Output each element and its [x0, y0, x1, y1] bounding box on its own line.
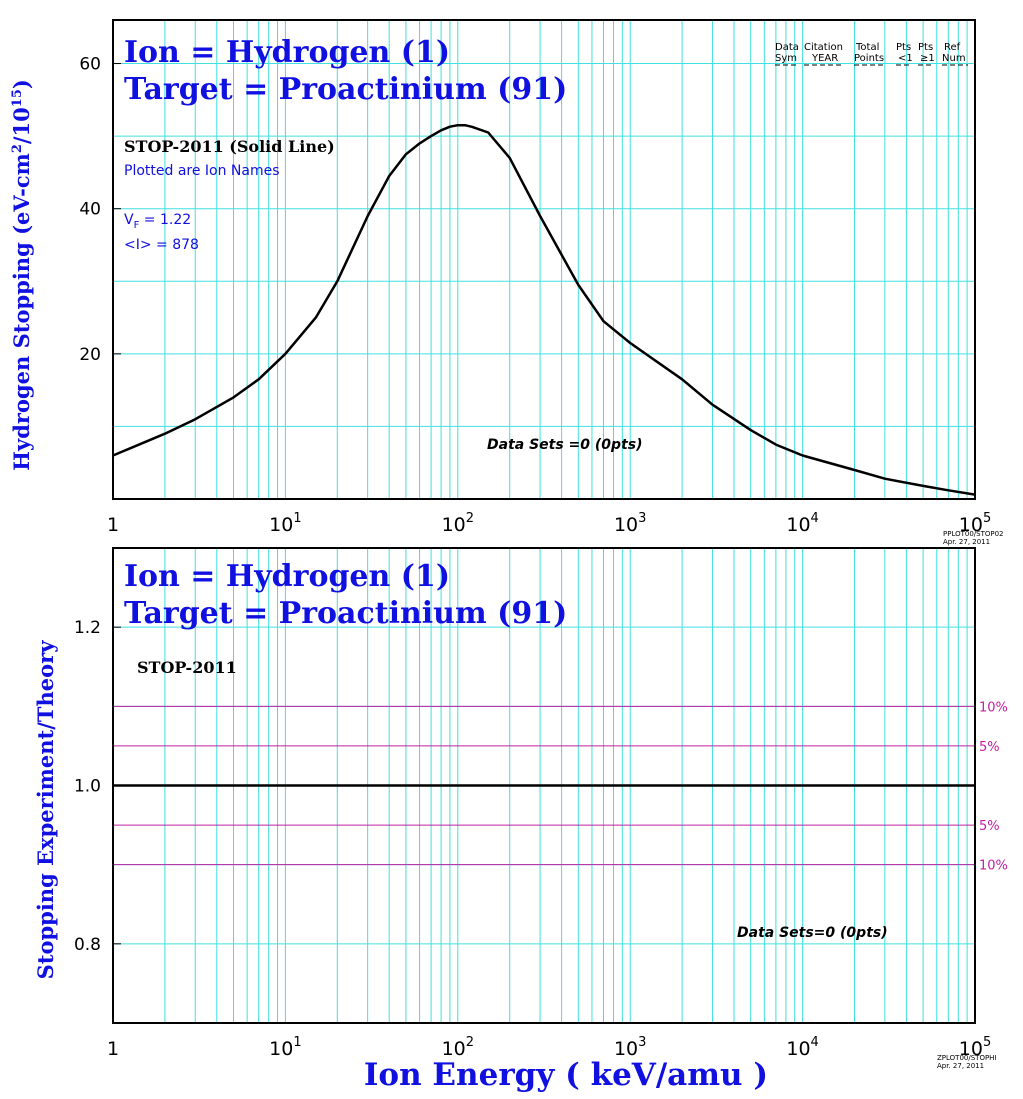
- legend-col-pts1-1: Pts: [896, 42, 911, 53]
- top-y-ticks: 20 40 60: [79, 55, 121, 365]
- x-tick-label: 104: [786, 1035, 818, 1060]
- bottom-x-ticks: 1 101 102 103 104 105: [107, 1035, 991, 1060]
- legend-col-ref-1: Ref: [944, 42, 961, 53]
- legend-col-pts2-1: Pts: [918, 42, 933, 53]
- x-tick-label: 101: [269, 1035, 301, 1060]
- legend-col-data-1: Data: [775, 42, 799, 53]
- top-x-ticks: 1 101 102 103 104 105: [107, 511, 991, 536]
- x-tick-label: 101: [269, 511, 301, 536]
- x-tick-label: 103: [614, 1035, 646, 1060]
- top-curve-label: STOP-2011 (Solid Line): [124, 137, 335, 156]
- top-datasets-text: Data Sets =0 (0pts): [487, 437, 643, 453]
- legend-col-total-2: Points: [854, 53, 884, 64]
- top-curve-group: [112, 123, 976, 496]
- bottom-title-line-1: Ion = Hydrogen (1): [124, 559, 450, 594]
- reference-label: 5%: [979, 740, 1000, 755]
- y-tick-label: 1.2: [74, 618, 101, 638]
- y-tick-label: 60: [79, 55, 101, 75]
- x-tick-label: 105: [959, 1035, 991, 1060]
- top-plot-frame: [112, 19, 976, 500]
- top-stamp-line-2: Apr. 27, 2011: [943, 538, 990, 546]
- x-tick-label: 102: [442, 1035, 474, 1060]
- x-tick-label: 102: [442, 511, 474, 536]
- bottom-curve-label: STOP-2011: [137, 658, 237, 677]
- x-tick-label: 1: [107, 514, 119, 536]
- top-legend-header: Data Sym Citation YEAR Total Points Pts …: [775, 42, 968, 66]
- legend-col-citation-2: YEAR: [811, 53, 838, 64]
- bottom-y-ticks: 0.8 1.0 1.2: [74, 618, 121, 955]
- legend-col-data-2: Sym: [775, 53, 797, 64]
- bottom-y-axis-label: Stopping Experiment/Theory: [33, 640, 58, 980]
- y-tick-label: 40: [79, 200, 101, 220]
- y-tick-label: 0.8: [74, 935, 101, 955]
- top-grid: [113, 20, 975, 499]
- x-tick-label: 103: [614, 511, 646, 536]
- top-title-line-1: Ion = Hydrogen (1): [124, 35, 450, 70]
- bottom-stamp-line-1: ZPLOT00/STOPHI: [937, 1054, 997, 1062]
- top-i-value: <I> = 878: [124, 237, 199, 253]
- top-y-axis-label: Hydrogen Stopping (eV-cm2/1015): [9, 79, 34, 471]
- legend-col-total-1: Total: [855, 42, 879, 53]
- x-tick-label: 1: [107, 1038, 119, 1060]
- x-tick-label: 105: [959, 511, 991, 536]
- top-stamp-line-1: PPLOT00/STOP02: [943, 530, 1004, 538]
- y-tick-label: 1.0: [74, 777, 101, 797]
- legend-col-ref-2: Num: [942, 53, 966, 64]
- series-line: [112, 123, 976, 496]
- top-title-line-2: Target = Proactinium (91): [124, 72, 567, 107]
- reference-label: 5%: [979, 819, 1000, 834]
- bottom-x-axis-label: Ion Energy ( keV/amu ): [364, 1057, 768, 1093]
- legend-col-citation-1: Citation: [804, 42, 843, 53]
- legend-col-pts1-2: <1: [898, 53, 913, 64]
- bottom-reference-lines: 10% 5% 5% 10%: [113, 700, 1008, 874]
- bottom-title-line-2: Target = Proactinium (91): [124, 596, 567, 631]
- top-vf-label: VF = 1.22: [124, 212, 191, 231]
- top-note-ion-names: Plotted are Ion Names: [124, 163, 280, 179]
- bottom-datasets-text: Data Sets=0 (0pts): [737, 925, 888, 941]
- reference-label: 10%: [979, 700, 1008, 715]
- legend-col-pts2-2: ≥1: [920, 53, 935, 64]
- bottom-stamp-line-2: Apr. 27, 2011: [937, 1062, 984, 1070]
- reference-label: 10%: [979, 859, 1008, 874]
- x-tick-label: 104: [786, 511, 818, 536]
- y-tick-label: 20: [79, 345, 101, 365]
